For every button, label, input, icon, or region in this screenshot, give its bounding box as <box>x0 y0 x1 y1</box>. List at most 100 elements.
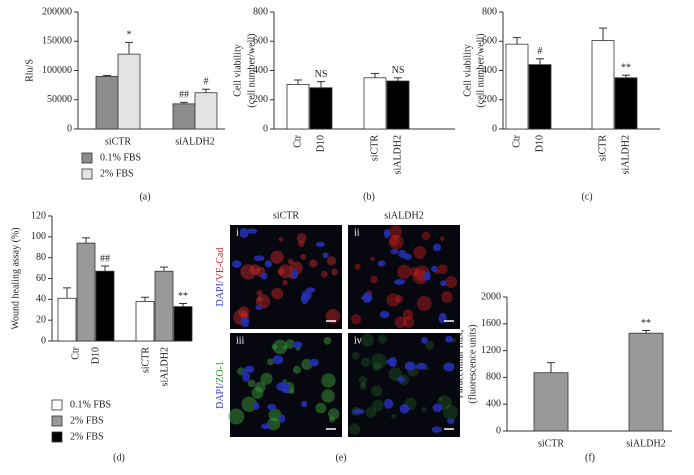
significance: # <box>538 46 543 57</box>
x-tick-label: Ctr <box>70 346 81 359</box>
error-bar <box>101 265 109 272</box>
stain <box>287 258 294 265</box>
y-tick-label: 120 <box>31 210 46 221</box>
nucleus <box>264 260 273 268</box>
error-bar <box>536 58 544 65</box>
nucleus <box>390 248 399 255</box>
stain <box>315 402 327 414</box>
nucleus <box>423 271 431 281</box>
nucleus <box>252 402 260 410</box>
error-bar <box>317 81 325 88</box>
stain <box>241 396 257 412</box>
nucleus <box>276 382 288 392</box>
error-bar <box>622 74 630 78</box>
stain <box>296 233 307 244</box>
panel-numeral: ii <box>354 227 360 238</box>
nucleus <box>416 362 427 370</box>
significance: # <box>204 77 209 88</box>
stain <box>413 245 427 259</box>
x-tick-label: siCTR <box>105 136 131 147</box>
nucleus <box>404 361 416 371</box>
nucleus <box>445 335 453 343</box>
y-axis-label: (cell number/well) <box>246 33 257 107</box>
nucleus <box>267 403 277 411</box>
y-tick-label: 100000 <box>42 65 72 76</box>
stain <box>352 352 360 360</box>
error-bar <box>160 266 168 272</box>
stain <box>365 406 377 418</box>
error-bar <box>180 101 188 104</box>
legend-swatch <box>81 168 93 180</box>
x-tick-label: siCTR <box>140 347 151 373</box>
stain <box>267 417 281 431</box>
stain <box>300 253 307 260</box>
nucleus <box>272 355 284 365</box>
y-axis-label: Wound healing assay (%) <box>10 227 21 329</box>
nucleus <box>309 358 319 367</box>
stain <box>249 264 261 275</box>
stain <box>260 372 273 385</box>
stain <box>391 413 397 419</box>
nucleus <box>399 403 410 414</box>
stain <box>348 423 361 435</box>
nucleus <box>315 241 325 248</box>
bar <box>286 83 310 130</box>
nucleus <box>291 269 299 280</box>
bar <box>309 87 333 130</box>
stain <box>395 294 404 304</box>
nucleus <box>292 341 303 349</box>
y-tick-label: 0 <box>496 425 501 436</box>
significance: ## <box>179 90 189 101</box>
nucleus <box>447 418 455 425</box>
x-tick-label: Ctr <box>292 134 303 147</box>
error-bar <box>202 88 210 93</box>
y-tick-label: 150000 <box>42 36 72 47</box>
error-bar <box>141 296 149 302</box>
y-tick-label: 1600 <box>481 318 501 329</box>
error-bar <box>513 37 521 45</box>
error-bar <box>63 287 71 299</box>
stain <box>354 263 361 270</box>
error-bar <box>599 27 607 41</box>
y-tick-label: 800 <box>253 6 268 17</box>
stain <box>278 264 293 279</box>
bar <box>57 297 77 342</box>
legend-label: 0.1% FBS <box>100 152 141 163</box>
x-tick-label: D10 <box>315 135 326 152</box>
stain <box>329 416 336 423</box>
y-tick-label: 200000 <box>42 6 72 17</box>
panel-label: (f) <box>585 452 595 463</box>
stain <box>441 291 453 303</box>
nucleus <box>352 408 365 415</box>
stain <box>421 231 431 240</box>
stain <box>285 339 295 349</box>
error-bar <box>294 79 302 85</box>
row-label-part: VE-Cad <box>215 248 226 281</box>
stain <box>377 334 388 344</box>
nucleus <box>278 414 286 423</box>
y-tick-label: 200 <box>253 94 268 105</box>
error-bar <box>103 74 111 77</box>
column-header: siCTR <box>273 210 299 221</box>
stain <box>371 353 387 369</box>
x-tick-label: D10 <box>90 347 101 364</box>
stain <box>437 264 448 275</box>
nucleus <box>443 362 455 372</box>
nucleus <box>432 403 443 413</box>
stain <box>361 357 371 368</box>
stain <box>331 268 338 276</box>
nucleus <box>247 365 255 373</box>
nucleus <box>386 359 394 366</box>
x-tick-label: siALDH2 <box>626 438 665 449</box>
significance: ** <box>621 62 631 73</box>
nucleus <box>322 252 329 259</box>
stain <box>351 314 362 325</box>
y-axis-label: (cell number/well) <box>475 33 486 107</box>
y-tick-label: 800 <box>482 6 497 17</box>
bar <box>173 306 193 342</box>
legend-label: 0.1% FBS <box>70 399 111 410</box>
nucleus <box>377 260 386 267</box>
legend-swatch <box>51 415 63 427</box>
panel-numeral: iv <box>354 335 362 346</box>
x-tick-label: siCTR <box>538 438 564 449</box>
